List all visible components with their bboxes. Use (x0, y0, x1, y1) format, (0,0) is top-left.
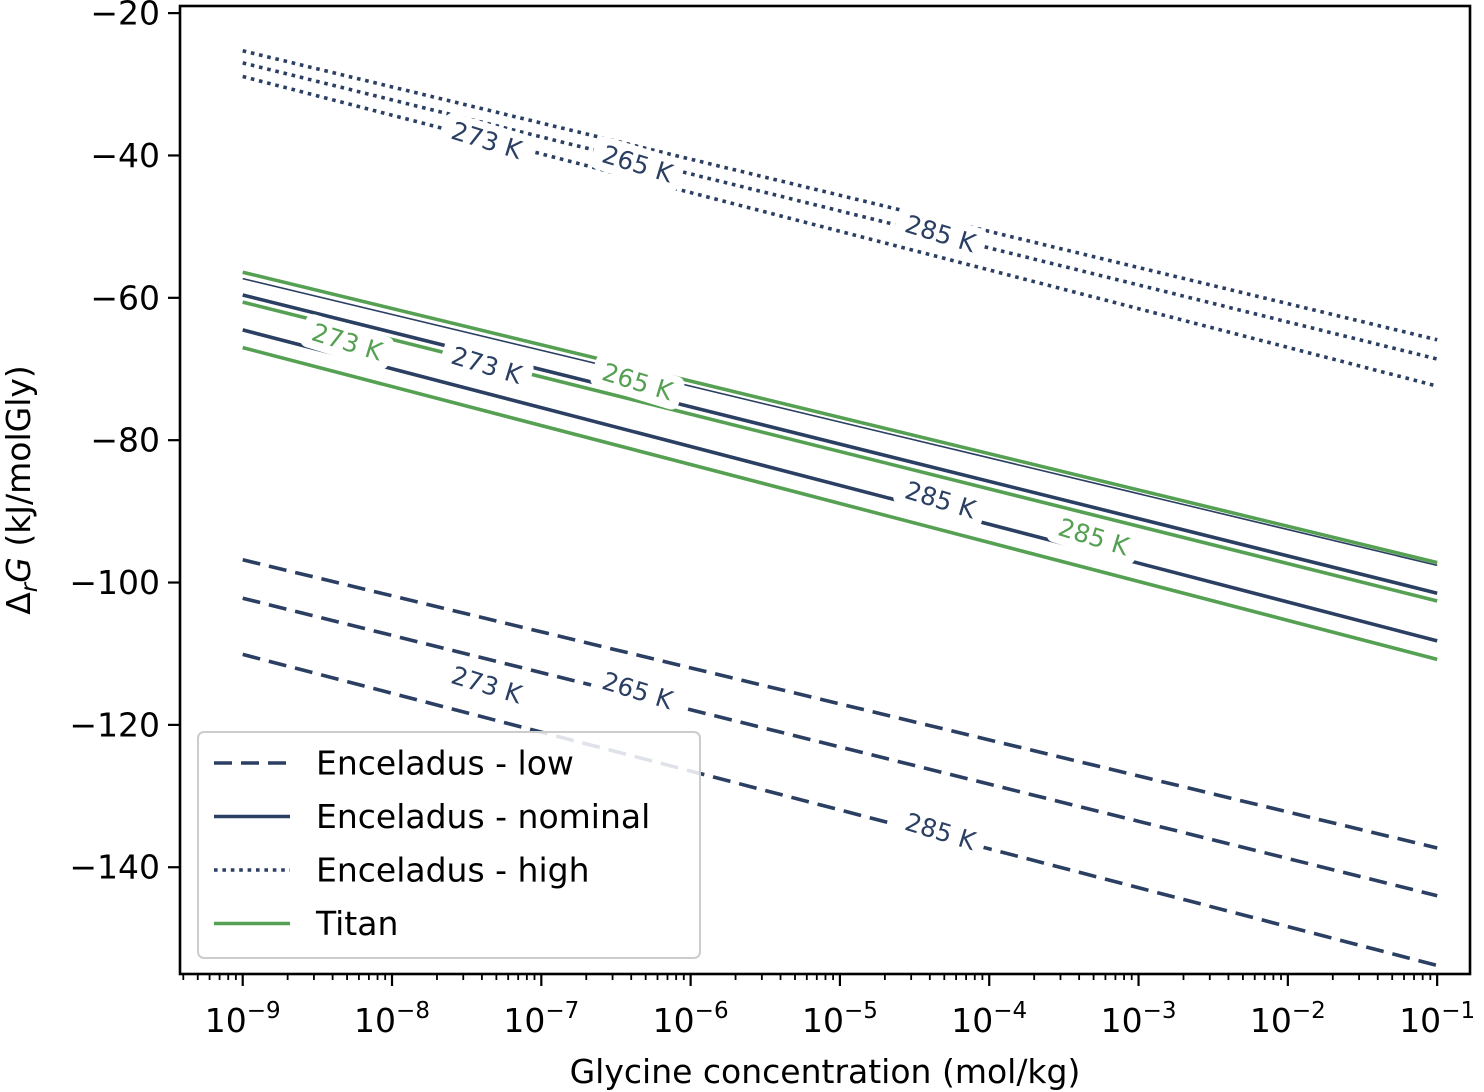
legend-label: Enceladus - nominal (316, 797, 650, 836)
y-axis-title-delta: Δ (0, 592, 38, 615)
y-tick-label: −20 (90, 0, 160, 33)
series-line-titan-11 (242, 345, 1438, 662)
x-tick-label-exponent: −6 (695, 998, 729, 1024)
x-axis: 10−9 10−8 10−7 10−6 10−5 10−4 10−3 10−2 10−1 (182, 974, 1475, 1040)
x-tick-label-base: 10 (205, 1001, 247, 1040)
y-tick-label: −80 (90, 421, 160, 460)
series-line-titan-9 (242, 270, 1438, 565)
x-tick-label: 10−5 (802, 998, 878, 1040)
x-tick-label: 10−2 (1250, 998, 1326, 1040)
y-axis-title-subscript: r (17, 581, 43, 592)
x-tick-label-exponent: −7 (545, 998, 579, 1024)
series-line-enceladus-nominal-4 (242, 293, 1438, 595)
x-axis-title: Glycine concentration (mol/kg) (570, 1052, 1081, 1091)
contour-label-background (300, 314, 395, 370)
series-line-enceladus-nominal-3 (242, 277, 1438, 567)
x-tick-label-exponent: −4 (993, 998, 1027, 1024)
legend-label: Titan (315, 904, 398, 943)
x-tick-label: 10−6 (653, 998, 729, 1040)
y-axis-title-variable: G (0, 557, 38, 583)
x-tick-label-exponent: −9 (247, 998, 281, 1024)
series-line-enceladus-high-7 (242, 61, 1438, 361)
y-axis: −20 −40 −60 −80 −100 −120 −140 (69, 0, 180, 887)
legend-label: Enceladus - high (316, 851, 590, 890)
legend: Enceladus - low Enceladus - nominal Encela… (197, 731, 701, 959)
contour-label-background (1046, 509, 1141, 565)
y-axis-title: ΔrG (kJ/molGly) (0, 365, 43, 615)
series-line-enceladus-low-0 (242, 558, 1438, 850)
contour-label-background (590, 136, 685, 192)
x-tick-label-base: 10 (1101, 1001, 1143, 1040)
legend-label: Enceladus - low (316, 744, 574, 783)
series-line-enceladus-low-1 (242, 596, 1438, 898)
x-tick-label: 10−4 (951, 998, 1027, 1040)
x-tick-label-base: 10 (503, 1001, 545, 1040)
x-tick-label-exponent: −2 (1292, 998, 1326, 1024)
x-tick-label-exponent: −8 (396, 998, 430, 1024)
x-tick-label-base: 10 (653, 1001, 695, 1040)
contour-label-background (439, 337, 534, 394)
x-tick-label-base: 10 (1250, 1001, 1292, 1040)
y-tick-label: −60 (90, 278, 160, 317)
y-tick-label: −120 (69, 705, 160, 744)
contour-label-background (893, 472, 988, 528)
contour-label-background (590, 354, 685, 410)
x-tick-label-exponent: −5 (844, 998, 878, 1024)
y-tick-label: −100 (69, 563, 160, 602)
x-tick-label-base: 10 (802, 1001, 844, 1040)
x-tick-label-base: 10 (1399, 1001, 1441, 1040)
legend-box (197, 731, 701, 959)
series-layer (242, 49, 1438, 968)
x-tick-label-base: 10 (951, 1001, 993, 1040)
y-tick-label: −140 (69, 848, 160, 887)
x-tick-label: 10−8 (354, 998, 430, 1040)
y-tick-label: −40 (90, 136, 160, 175)
x-tick-label: 10−3 (1101, 998, 1177, 1040)
series-line-enceladus-high-8 (242, 74, 1438, 388)
x-tick-label-exponent: −1 (1441, 998, 1475, 1024)
contour-label-background (439, 112, 534, 169)
series-line-enceladus-nominal-5 (242, 328, 1438, 643)
series-line-enceladus-high-6 (242, 49, 1438, 342)
series-line-titan-10 (242, 300, 1438, 603)
contour-label-background (590, 662, 685, 719)
x-tick-label: 10−1 (1399, 998, 1475, 1040)
x-tick-label: 10−9 (205, 998, 281, 1040)
y-axis-title-unit: (kJ/molGly) (0, 365, 38, 557)
x-tick-label-base: 10 (354, 1001, 396, 1040)
x-tick-label: 10−7 (503, 998, 579, 1040)
contour-label-background (893, 803, 988, 860)
contour-label-background (439, 657, 534, 713)
x-tick-label-exponent: −3 (1143, 998, 1177, 1024)
contour-label-background (893, 206, 988, 262)
series-line-enceladus-low-2 (242, 652, 1438, 968)
